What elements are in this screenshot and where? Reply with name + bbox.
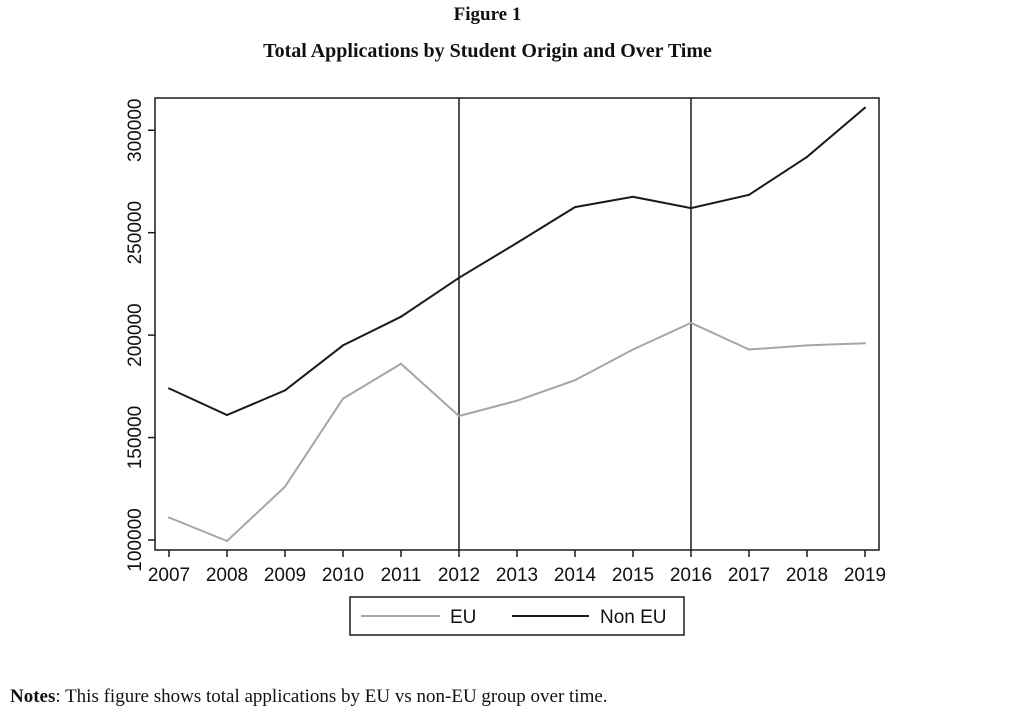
data-point-eu xyxy=(168,516,170,519)
data-point-non-eu xyxy=(690,207,692,210)
series-line-non-eu xyxy=(168,106,866,417)
y-tick-label: 300000 xyxy=(125,99,146,162)
data-point-non-eu xyxy=(574,206,576,209)
data-point-non-eu xyxy=(632,195,634,198)
x-tick-label: 2019 xyxy=(844,565,886,586)
data-point-non-eu xyxy=(748,193,750,196)
plot-frame xyxy=(154,97,880,551)
data-point-eu xyxy=(574,379,576,382)
notes: Notes: This figure shows total applicati… xyxy=(10,686,608,708)
x-tick-label: 2018 xyxy=(786,565,828,586)
legend-label-eu: EU xyxy=(450,607,476,628)
x-tick-label: 2014 xyxy=(554,565,597,586)
data-point-non-eu xyxy=(516,241,518,244)
data-point-eu xyxy=(864,342,866,345)
data-point-eu xyxy=(226,540,228,543)
x-tick-label: 2017 xyxy=(728,565,770,586)
data-point-eu xyxy=(516,399,518,402)
x-tick-label: 2007 xyxy=(148,565,190,586)
x-tick-label: 2009 xyxy=(264,565,306,586)
legend-label-non-eu: Non EU xyxy=(600,607,667,628)
data-point-non-eu xyxy=(226,414,228,417)
data-point-non-eu xyxy=(458,276,460,279)
data-point-eu xyxy=(400,362,402,365)
data-point-eu xyxy=(690,321,692,324)
data-point-eu xyxy=(342,397,344,400)
x-tick-label: 2016 xyxy=(670,565,712,586)
x-tick-label: 2012 xyxy=(438,565,480,586)
line-chart: 100000 150000 200000 250000 300000 2007 2008 20… xyxy=(125,97,886,636)
x-tick-label: 2015 xyxy=(612,565,654,586)
data-point-non-eu xyxy=(806,155,808,158)
data-point-eu xyxy=(748,348,750,351)
y-tick-label: 150000 xyxy=(125,406,146,469)
data-point-non-eu xyxy=(400,315,402,318)
data-point-eu xyxy=(284,485,286,488)
figure-label: Figure 1 xyxy=(453,4,522,25)
data-point-non-eu xyxy=(864,106,866,109)
data-point-non-eu xyxy=(284,389,286,392)
x-tick-label: 2011 xyxy=(381,565,422,586)
notes-label: Notes xyxy=(10,686,56,707)
data-point-eu xyxy=(632,348,634,351)
y-tick-label: 250000 xyxy=(125,201,146,264)
data-point-eu xyxy=(806,344,808,347)
notes-text: : This figure shows total applications b… xyxy=(55,686,608,707)
data-point-eu xyxy=(458,415,460,418)
x-tick-label: 2013 xyxy=(496,565,538,586)
y-tick-label: 100000 xyxy=(125,508,146,571)
chart-title: Total Applications by Student Origin and… xyxy=(263,40,712,62)
series-line-eu xyxy=(168,321,866,543)
data-point-non-eu xyxy=(168,387,170,390)
data-point-non-eu xyxy=(342,344,344,347)
x-tick-label: 2008 xyxy=(206,565,248,586)
y-tick-label: 200000 xyxy=(125,303,146,366)
x-tick-label: 2010 xyxy=(322,565,364,586)
